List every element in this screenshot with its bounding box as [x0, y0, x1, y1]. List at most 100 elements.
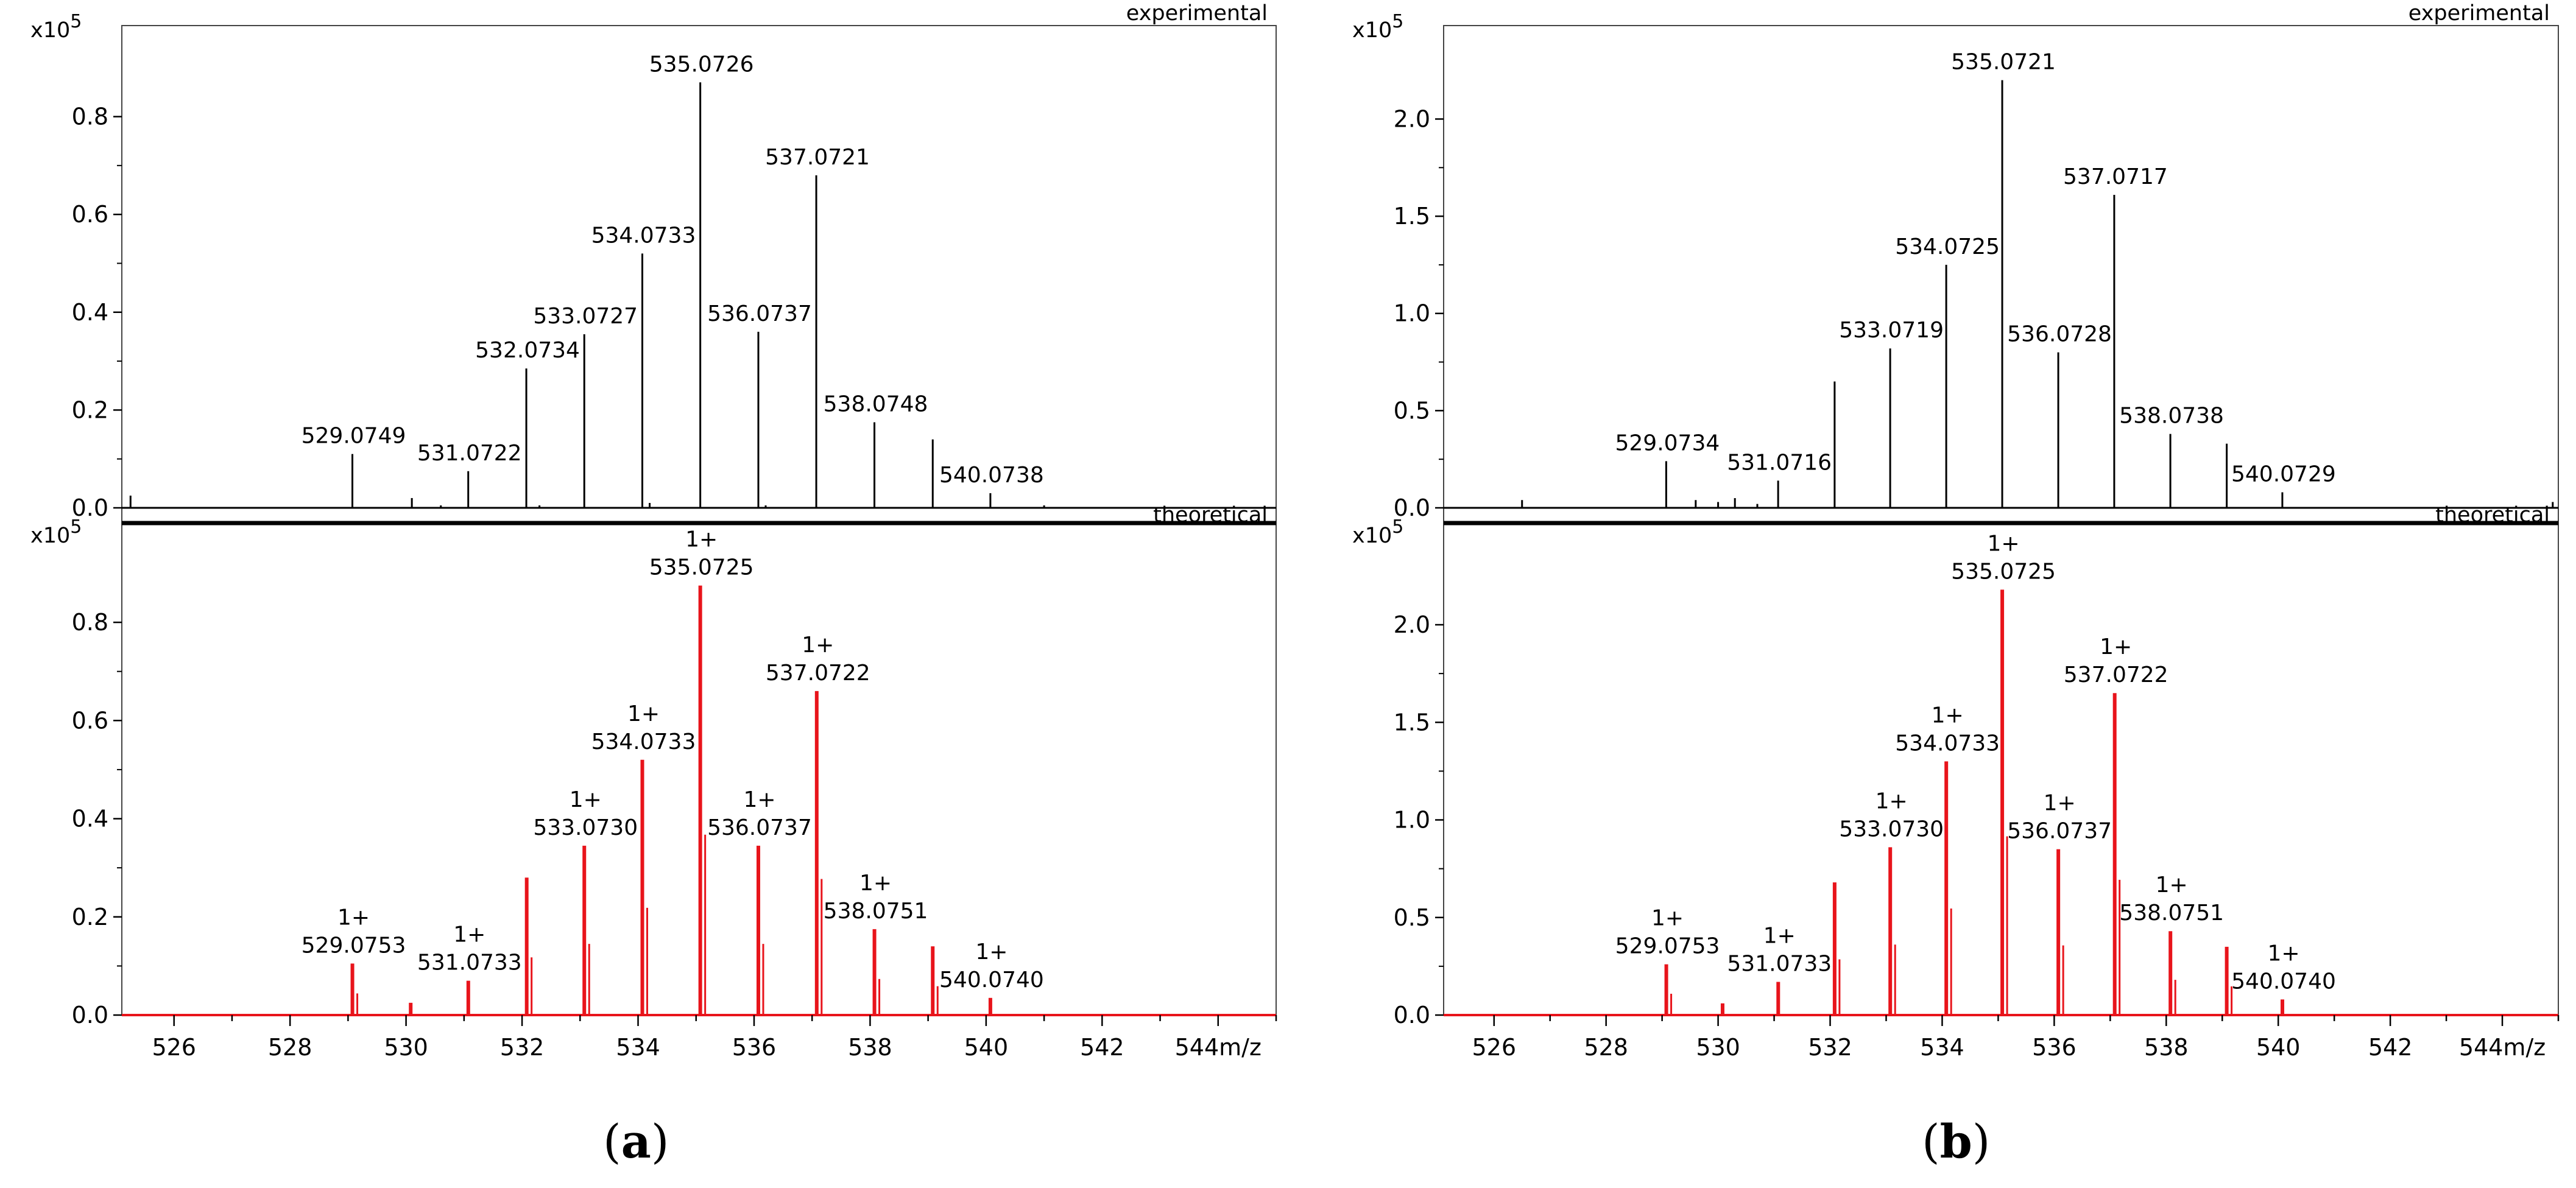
y-tick-label: 1.5 — [1394, 203, 1430, 230]
peak-label: 538.0748 — [824, 392, 928, 417]
theoretical-panel: 0.0 0.2 0.4 0.6 0.8 theoretical x105 529.0753 1+… — [30, 503, 1276, 1028]
y-exponent: 5 — [70, 11, 82, 32]
peak-label: 531.0733 — [417, 951, 522, 975]
peak-label: 534.0725 — [1895, 234, 2000, 259]
x-tick-label: 532 — [500, 1034, 545, 1061]
x-tick-label: 534 — [1920, 1034, 1964, 1061]
peak-label: 540.0740 — [2231, 969, 2336, 994]
caption-b-close: ) — [1972, 1114, 1991, 1169]
peak-label: 537.0721 — [765, 145, 870, 170]
peak-charge-label: 1+ — [2044, 791, 2076, 816]
y-exponent: 5 — [70, 516, 82, 538]
y-tick-label: 0.4 — [72, 806, 108, 832]
x-tick-label: 536 — [2032, 1034, 2077, 1061]
peak-label: 538.0751 — [824, 899, 928, 924]
y-tick-label: 0.5 — [1394, 904, 1430, 931]
x-tick-label: 528 — [1584, 1034, 1628, 1061]
x-tick-label: 530 — [384, 1034, 428, 1061]
experimental-title: experimental — [1126, 1, 1268, 26]
y-tick-label: 0.2 — [72, 396, 108, 423]
chart-b: 0.00.51.01.52.0experimentalIntens.x10552… — [1352, 1, 2560, 1061]
peak-label: 537.0722 — [766, 661, 870, 686]
peak-charge-label: 1+ — [337, 905, 370, 930]
peak-label: 533.0727 — [533, 304, 638, 329]
peak-charge-label: 1+ — [975, 940, 1007, 965]
theoretical-panel: 0.0 0.5 1.0 1.5 2.0 theoretical x105 529.0753 1+… — [1352, 503, 2558, 1028]
chart-a: 0.00.20.40.60.8experimentalIntens.x10552… — [30, 1, 1277, 1061]
caption-b-open: ( — [1922, 1114, 1940, 1169]
x-tick-label: 538 — [848, 1034, 892, 1061]
caption-b-letter: b — [1939, 1114, 1972, 1169]
y-tick-label: 1.5 — [1394, 709, 1430, 736]
peak-label: 534.0733 — [591, 223, 696, 248]
peak-charge-label: 1+ — [453, 923, 485, 947]
peak-label: 531.0716 — [1727, 450, 1832, 475]
theoretical-title: theoretical — [1153, 503, 1268, 527]
x-tick-label: 542 — [1080, 1034, 1124, 1061]
experimental-title: experimental — [2408, 1, 2550, 26]
y-tick-label: 0.2 — [72, 904, 108, 930]
caption-a-close: ) — [651, 1114, 669, 1169]
peak-charge-label: 1+ — [1932, 703, 1964, 728]
x-tick-label: 544m/z — [2459, 1034, 2546, 1061]
x-tick-label: 530 — [1696, 1034, 1740, 1061]
peak-label: 533.0730 — [1839, 817, 1944, 842]
y-exponent-label: x105 — [1352, 11, 1403, 43]
peak-label: 529.0749 — [302, 424, 406, 449]
y-tick-label: 0.0 — [1394, 494, 1430, 521]
x-tick-label: 540 — [2256, 1034, 2301, 1061]
x-tick-label: 540 — [964, 1034, 1009, 1061]
caption-b: (b) — [1922, 1114, 1990, 1169]
peak-label: 535.0725 — [1951, 559, 2056, 584]
x-tick-label: 526 — [152, 1034, 196, 1061]
y-tick-label: 0.8 — [72, 609, 108, 636]
peak-label: 536.0737 — [707, 815, 812, 840]
theoretical-title: theoretical — [2435, 503, 2550, 527]
x-tick-label: 542 — [2368, 1034, 2413, 1061]
peak-charge-label: 1+ — [802, 633, 834, 658]
peak-label: 531.0733 — [1727, 952, 1832, 977]
y-tick-label: 0.6 — [72, 201, 108, 228]
x-tick-label: 528 — [268, 1034, 312, 1061]
peak-label: 529.0734 — [1615, 431, 1720, 455]
peak-label: 534.0733 — [1895, 731, 2000, 756]
peak-label: 535.0721 — [1951, 50, 2056, 75]
y-tick-label: 0.5 — [1394, 397, 1430, 424]
peak-label: 537.0717 — [2063, 164, 2168, 189]
y-exponent-label: x105 — [1352, 516, 1403, 548]
peak-charge-label: 1+ — [1651, 906, 1684, 931]
x-tick-label: 534 — [616, 1034, 660, 1061]
peak-label: 540.0738 — [939, 463, 1044, 488]
caption-a: (a) — [603, 1114, 669, 1169]
y-exponent: 5 — [1392, 516, 1403, 538]
y-tick-label: 2.0 — [1394, 611, 1430, 638]
x-tick-label: 526 — [1472, 1034, 1516, 1061]
peak-label: 535.0726 — [649, 52, 754, 77]
peak-label: 535.0725 — [649, 555, 754, 580]
y-tick-label: 0.8 — [72, 104, 108, 130]
caption-a-letter: a — [621, 1114, 651, 1169]
peak-charge-label: 1+ — [570, 787, 602, 812]
y-exponent: 5 — [1392, 11, 1403, 32]
peak-label: 529.0753 — [1615, 934, 1720, 959]
peak-charge-label: 1+ — [1763, 924, 1796, 949]
peak-label: 538.0751 — [2119, 901, 2224, 926]
y-tick-label: 0.4 — [72, 299, 108, 326]
x-tick-label: 538 — [2144, 1034, 2189, 1061]
peak-charge-label: 1+ — [2156, 873, 2188, 898]
y-tick-label: 1.0 — [1394, 807, 1430, 834]
caption-a-open: ( — [603, 1114, 621, 1169]
y-tick-label: 2.0 — [1394, 105, 1430, 132]
peak-label: 532.0734 — [475, 338, 580, 363]
peak-charge-label: 1+ — [2267, 941, 2299, 966]
peak-charge-label: 1+ — [2100, 634, 2132, 659]
x-tick-label: 544m/z — [1175, 1034, 1262, 1061]
experimental-panel: 0.00.51.01.52.0experimentalIntens.x10552… — [1352, 1, 2558, 521]
peak-charge-label: 1+ — [743, 787, 775, 812]
x-tick-label: 532 — [1808, 1034, 1852, 1061]
peak-label: 536.0737 — [2007, 819, 2112, 844]
y-tick-label: 0.0 — [72, 1002, 108, 1028]
y-tick-label: 1.0 — [1394, 300, 1430, 327]
peak-label: 536.0737 — [707, 301, 812, 326]
